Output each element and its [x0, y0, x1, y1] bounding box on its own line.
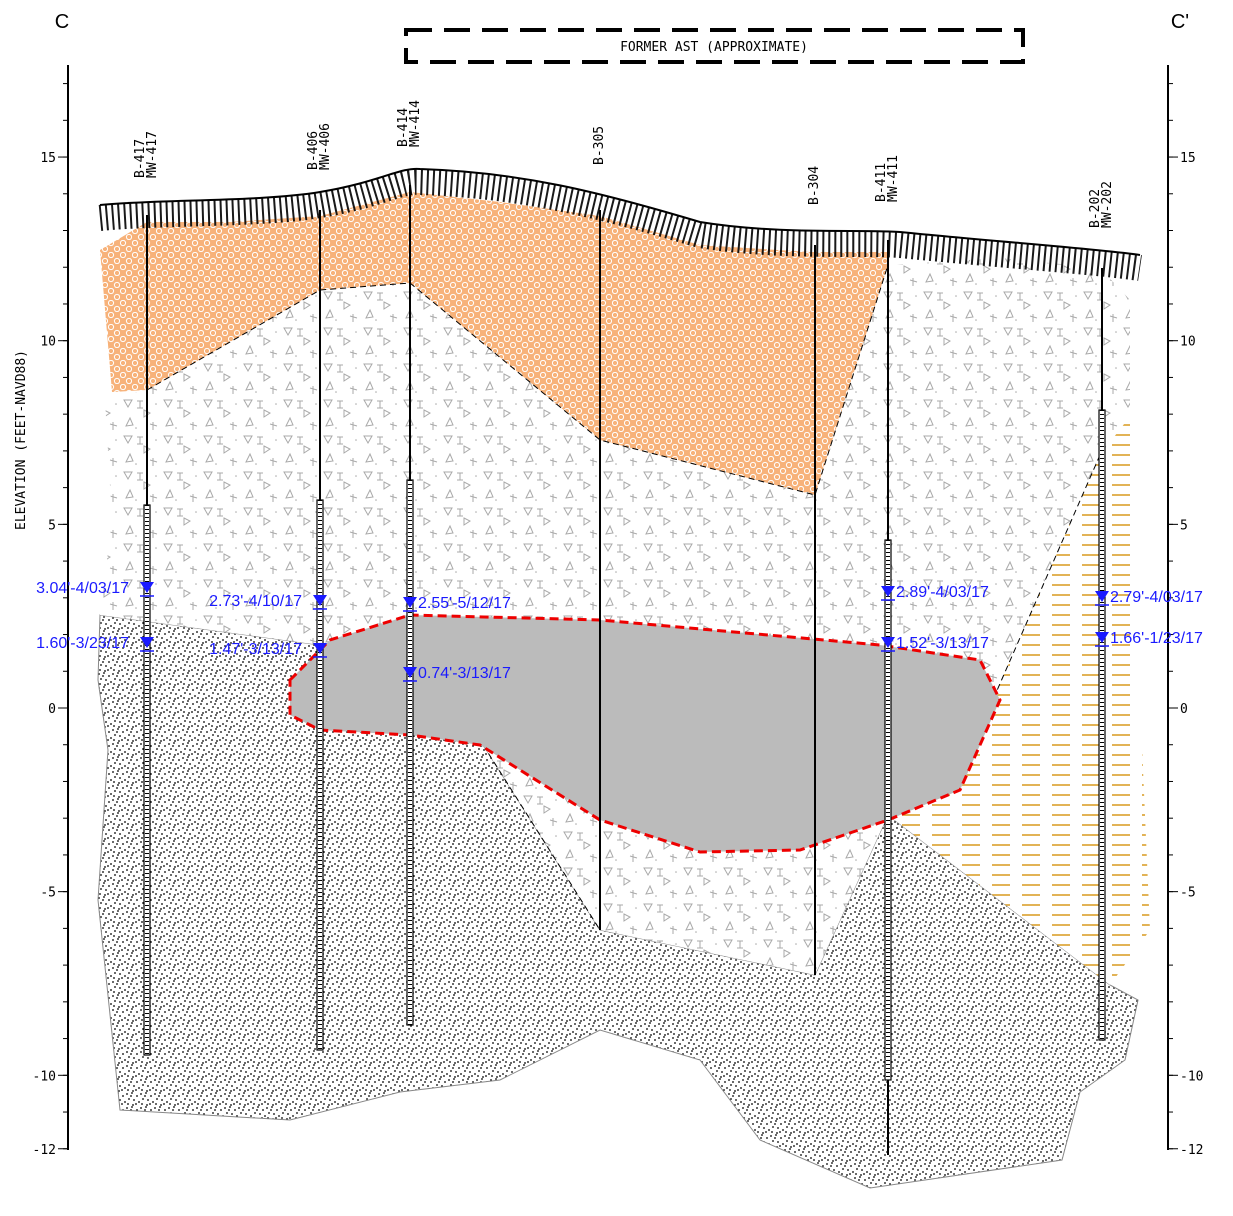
boring-label: B-304 [807, 166, 822, 205]
boring-label: MW-202 [1100, 181, 1115, 228]
axis-label: ELEVATION (FEET-NAVD88) [14, 350, 29, 530]
boring-label: B-414 [396, 108, 411, 147]
boring-label: MW-406 [318, 123, 333, 170]
ast-box [404, 28, 1025, 64]
water-level-label: 2.73'-4/10/17 [209, 593, 302, 610]
section-end: C' [1171, 11, 1189, 33]
tick-label: 5 [48, 518, 56, 533]
section-start: C [55, 11, 69, 33]
water-level-label: 2.79'-4/03/17 [1110, 589, 1203, 606]
tick-label: -10 [33, 1069, 56, 1084]
tick-label: 0 [1180, 702, 1188, 717]
tick-label: 5 [1180, 518, 1188, 533]
tick-label: -5 [40, 886, 56, 901]
tick-label: -5 [1180, 886, 1196, 901]
water-level-marker [140, 637, 154, 648]
water-level-label: 1.66'-1/23/17 [1110, 630, 1203, 647]
boring-label: MW-411 [886, 155, 901, 202]
tick-label: 10 [40, 335, 56, 350]
water-level-marker [313, 595, 327, 606]
topsoil-layer [100, 192, 888, 495]
water-level-label: 2.89'-4/03/17 [896, 584, 989, 601]
water-level-marker [140, 582, 154, 593]
tick-label: -10 [1180, 1069, 1203, 1084]
water-level-label: 2.55'-5/12/17 [418, 595, 511, 612]
boring-label: B-417 [133, 139, 148, 178]
tick-label: 15 [1180, 151, 1196, 166]
ground-line [99, 167, 1141, 256]
water-level-label: 1.52'-3/13/17 [896, 635, 989, 652]
well-screen [1098, 409, 1106, 1041]
water-level-marker [881, 637, 895, 648]
water-level-label: 3.04'-4/03/17 [36, 580, 129, 597]
contact-line [146, 264, 889, 496]
boring-label: B-305 [592, 126, 607, 165]
boring-label: MW-414 [408, 100, 423, 147]
tick-label: 10 [1180, 335, 1196, 350]
clay-layer [888, 410, 1150, 985]
water-level-marker [403, 667, 417, 678]
water-level-label: 0.74'-3/13/17 [418, 665, 511, 682]
ground-surface [98, 168, 1142, 281]
axes: 15 15 10 10 5 5 0 0 -5 -5 -10 -10 -12 -12 [33, 65, 1203, 1158]
tick-label: 15 [40, 151, 56, 166]
water-level-marker [313, 643, 327, 654]
boring-label: B-202 [1088, 189, 1103, 228]
impacted-zone [288, 613, 1002, 854]
tick-label: -12 [1180, 1143, 1203, 1158]
water-level-marker [881, 586, 895, 597]
water-level-label: 1.60'-3/23/17 [36, 635, 129, 652]
boring-label: B-411 [874, 163, 889, 202]
ast-label: FORMER AST (APPROXIMATE) [620, 40, 808, 55]
water-level-marker [403, 597, 417, 608]
boring-label: B-406 [306, 131, 321, 170]
water-level-marker [1095, 632, 1109, 643]
water-level-label: 1.47'-3/13/17 [209, 641, 302, 658]
water-level-marker [1095, 591, 1109, 602]
tick-label: -12 [33, 1143, 56, 1158]
boring-label: MW-417 [145, 131, 160, 178]
tick-label: 0 [48, 702, 56, 717]
well-screen [316, 499, 324, 1051]
